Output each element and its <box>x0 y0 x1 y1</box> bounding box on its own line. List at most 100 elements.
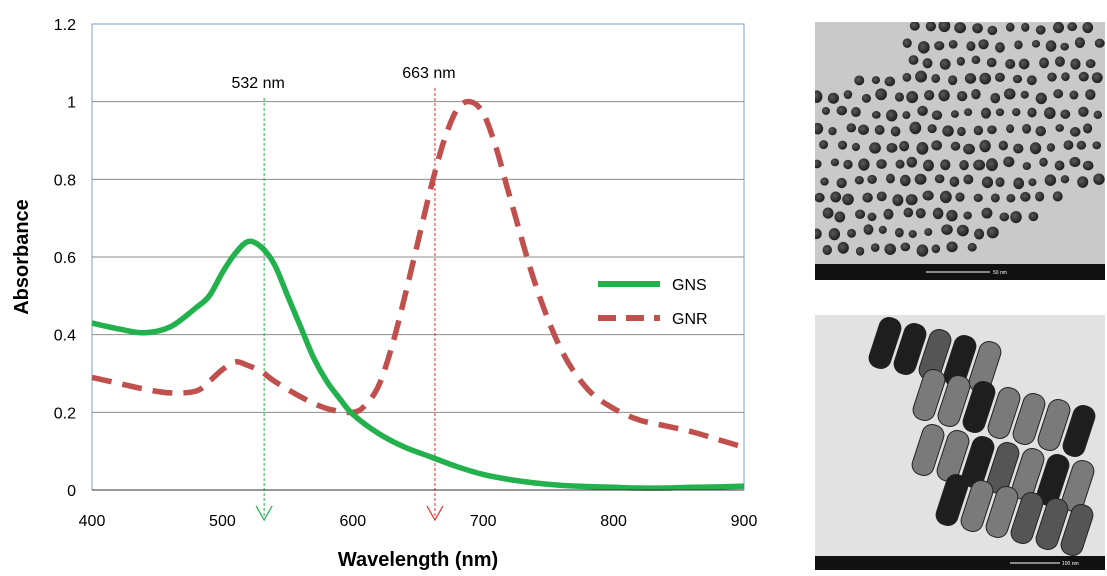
nanosphere <box>1083 123 1093 134</box>
nanosphere <box>867 212 877 222</box>
nanosphere <box>815 159 822 169</box>
nanosphere <box>1092 141 1102 150</box>
nanorod <box>912 368 946 422</box>
nanosphere <box>995 108 1005 117</box>
nanosphere <box>917 105 928 116</box>
nanosphere <box>906 156 918 168</box>
nanosphere <box>956 224 969 237</box>
x-tick-label: 900 <box>731 513 758 530</box>
nanosphere <box>931 140 942 151</box>
nanosphere <box>836 177 847 189</box>
nanosphere <box>934 41 945 51</box>
nanosphere <box>998 140 1008 151</box>
nanosphere <box>886 142 898 153</box>
nanosphere <box>815 90 823 103</box>
nanosphere <box>1060 42 1069 51</box>
annotation-arrow <box>426 505 444 522</box>
nanosphere <box>1047 72 1057 82</box>
nanosphere <box>1010 210 1022 224</box>
nanosphere <box>828 126 837 136</box>
nanosphere <box>938 89 950 102</box>
nanosphere <box>967 242 977 252</box>
nanorod <box>893 322 927 376</box>
nanosphere <box>1018 58 1030 70</box>
nanosphere <box>995 177 1005 188</box>
nanorod <box>986 441 1020 495</box>
nanorod <box>868 316 902 370</box>
nanosphere <box>1053 89 1064 99</box>
series-lines <box>91 98 745 491</box>
nanosphere <box>871 76 881 85</box>
nanosphere <box>939 58 951 70</box>
nanorod <box>1036 453 1070 507</box>
nanosphere <box>847 228 856 238</box>
nanosphere <box>909 121 922 135</box>
nanosphere <box>946 209 958 222</box>
nanosphere <box>973 193 983 203</box>
nanosphere <box>922 190 934 201</box>
nanosphere <box>894 92 905 102</box>
nanosphere <box>950 141 961 151</box>
nanosphere <box>815 228 822 240</box>
y-tick-label: 0.4 <box>54 328 76 345</box>
y-tick-label: 1 <box>67 95 76 112</box>
tem-image-nanospheres: 50 nm <box>815 22 1105 280</box>
nanosphere <box>1074 37 1085 49</box>
nanosphere <box>1003 88 1016 100</box>
y-axis-title: Absorbance <box>11 199 33 315</box>
nanosphere <box>973 159 986 171</box>
nanosphere <box>875 88 887 101</box>
nanosphere <box>876 191 887 202</box>
nanosphere <box>954 22 967 34</box>
nanosphere <box>819 140 829 150</box>
nanosphere <box>990 92 1001 104</box>
nanosphere <box>869 142 881 154</box>
nanosphere <box>1054 56 1065 67</box>
nanosphere <box>1039 157 1048 167</box>
nanosphere <box>939 190 952 204</box>
nanosphere <box>915 208 926 219</box>
nanorod <box>936 429 970 483</box>
nanosphere <box>1027 107 1037 118</box>
nanosphere <box>1005 59 1016 70</box>
nanosphere <box>1044 107 1056 120</box>
nanosphere <box>1044 174 1057 187</box>
nanosphere <box>1078 106 1089 117</box>
nanosphere <box>1026 75 1037 86</box>
nanosphere <box>1022 162 1032 171</box>
nanosphere <box>871 110 881 119</box>
nanosphere <box>874 125 885 135</box>
nanosphere <box>905 194 918 206</box>
nanosphere <box>1012 108 1021 117</box>
nanosphere <box>909 22 920 31</box>
nanosphere <box>979 72 992 85</box>
nanosphere <box>948 39 958 49</box>
nanosphere <box>1060 175 1070 184</box>
nanosphere <box>858 124 869 136</box>
nanosphere <box>851 106 861 118</box>
nanosphere <box>959 159 969 171</box>
nanosphere <box>1035 92 1047 105</box>
nanosphere <box>1076 140 1087 150</box>
nanosphere <box>854 176 864 185</box>
nanorod <box>1035 497 1069 551</box>
nanosphere <box>834 211 846 223</box>
nanosphere <box>938 22 951 33</box>
nanosphere <box>827 92 840 104</box>
nanosphere <box>990 193 1000 203</box>
nanosphere <box>1052 191 1063 202</box>
nanosphere <box>941 224 953 235</box>
nanosphere <box>883 208 894 220</box>
annotation-label: 663 nm <box>402 65 455 82</box>
nanorod <box>1060 503 1094 557</box>
nanosphere <box>942 125 954 137</box>
nanosphere <box>1013 143 1024 154</box>
nanosphere <box>1014 40 1023 50</box>
nanosphere <box>940 159 951 171</box>
legend-gns-label: GNS <box>672 277 707 294</box>
nanosphere <box>994 72 1005 83</box>
nanosphere <box>981 207 993 219</box>
nanosphere <box>934 174 945 184</box>
nanosphere <box>979 139 991 153</box>
nanosphere <box>986 57 997 68</box>
